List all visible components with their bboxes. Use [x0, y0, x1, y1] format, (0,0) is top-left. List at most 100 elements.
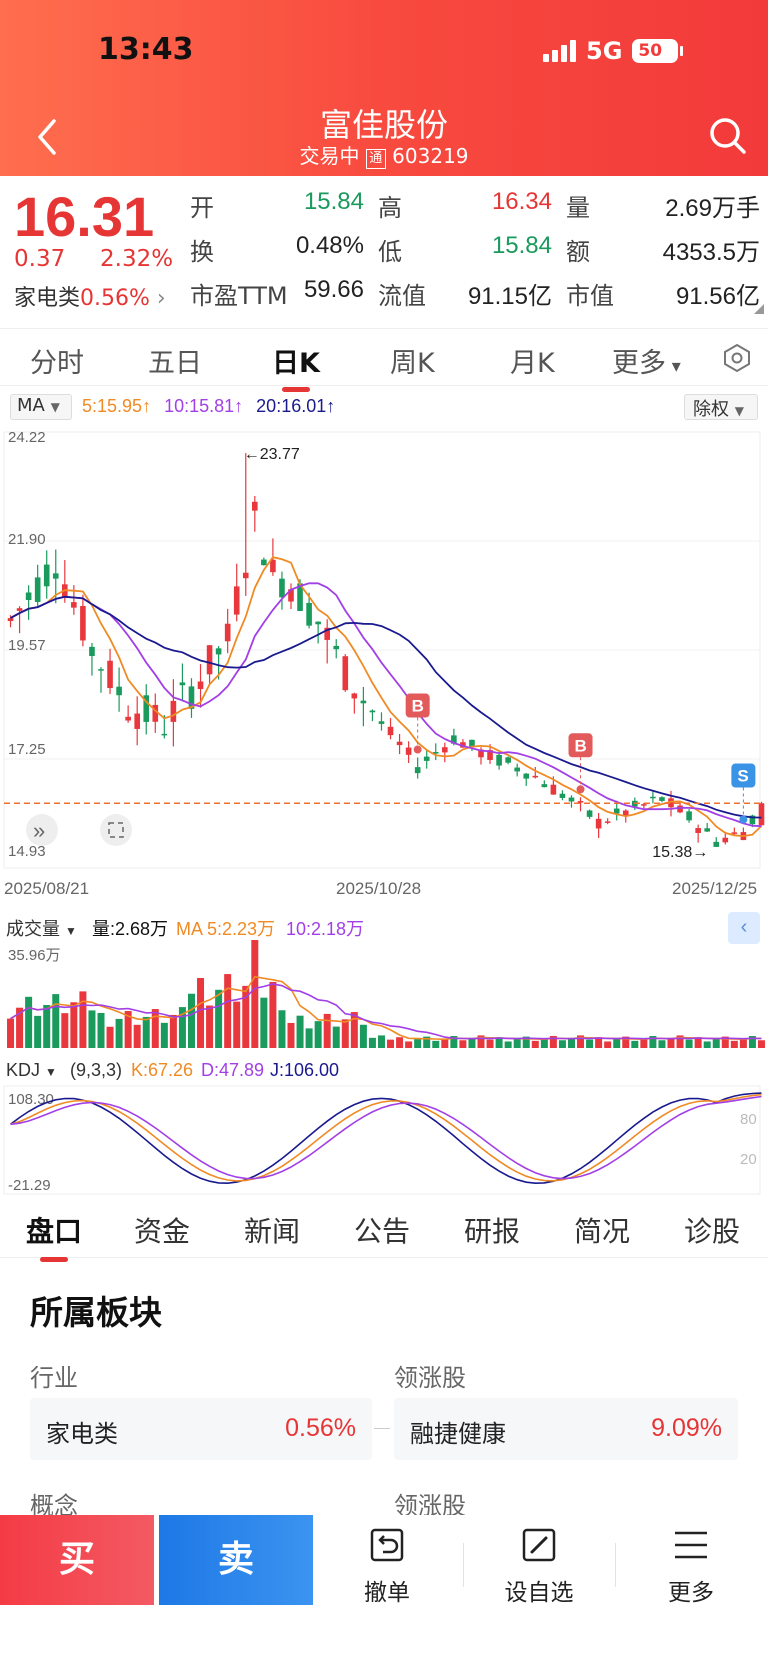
volume-bar — [97, 1013, 105, 1048]
candle-body — [315, 621, 321, 625]
candle — [432, 743, 439, 761]
candle-body — [650, 796, 656, 799]
signal-text: B — [575, 736, 587, 755]
candle-body — [514, 767, 520, 772]
back-icon[interactable] — [34, 117, 60, 157]
more-button[interactable]: 更多 — [636, 1521, 746, 1606]
candle — [740, 827, 747, 841]
candle-body — [125, 716, 131, 721]
candle — [378, 712, 385, 731]
kdj-d-line — [10, 1095, 762, 1180]
candle — [650, 791, 656, 804]
collapse-panel-button[interactable]: ‹ — [728, 912, 760, 944]
tab-period-4[interactable]: 月K — [510, 348, 555, 379]
kdj-j-line — [10, 1092, 762, 1185]
tab-period-5[interactable]: 更多 ▾ — [612, 348, 681, 379]
settings-icon[interactable] — [722, 343, 752, 377]
battery-icon: 50 — [632, 39, 684, 63]
candle — [758, 801, 765, 826]
sector-link[interactable]: 家电类0.56% › — [14, 280, 166, 312]
volume-bar — [757, 1040, 765, 1048]
tab-info-5[interactable]: 简况 — [574, 1215, 631, 1248]
tab-info-6[interactable]: 诊股 — [684, 1215, 741, 1248]
candle-body — [568, 797, 575, 802]
tab-info-2[interactable]: 新闻 — [244, 1215, 301, 1248]
candle-body — [523, 773, 530, 779]
candle-body — [215, 648, 222, 655]
app-header: 13:43 5G 50 富佳股份 交易中 通 603219 — [0, 0, 768, 176]
volume-bar — [522, 1036, 530, 1048]
ma-select[interactable]: MA ▼ — [10, 394, 72, 420]
tab-period-3[interactable]: 周K — [390, 348, 435, 379]
volume-bar — [160, 1022, 168, 1048]
sell-button[interactable]: 卖 — [159, 1515, 313, 1605]
volume-bar — [142, 1016, 150, 1048]
quote-value: 2.69万手 — [665, 195, 760, 222]
tab-period-1[interactable]: 五日 — [148, 348, 202, 379]
volume-bar — [296, 1015, 304, 1048]
volume-bar — [215, 989, 223, 1048]
icon-glyph: » — [33, 818, 45, 843]
edit-icon — [522, 1528, 556, 1562]
candle — [695, 824, 701, 843]
signal-s-marker: S — [731, 763, 756, 824]
tab-period-0[interactable]: 分时 — [30, 348, 84, 379]
candle — [641, 802, 647, 809]
candle-body — [622, 810, 629, 816]
candle — [731, 827, 738, 835]
signal-b-marker: B — [568, 733, 593, 794]
kdj-select[interactable]: KDJ ▼ — [6, 1060, 57, 1080]
volume-bar — [115, 1018, 123, 1048]
signal-dot — [739, 815, 748, 824]
volume-ma10-line — [10, 983, 762, 1040]
stock-subtitle: 交易中 通 603219 — [0, 140, 768, 169]
volume-bar — [667, 1037, 675, 1048]
expand-corner-icon[interactable] — [754, 304, 764, 314]
candle-body — [360, 700, 367, 704]
tab-info-4[interactable]: 研报 — [464, 1215, 521, 1248]
leader-cell[interactable]: 融捷健康 9.09% — [394, 1398, 738, 1460]
volume-bar — [106, 1026, 114, 1048]
candle-body — [595, 818, 602, 829]
tab-info-1[interactable]: 资金 — [134, 1215, 191, 1248]
leader-name: 融捷健康 — [410, 1420, 506, 1448]
volume-bar — [459, 1040, 467, 1048]
trading-status: 交易中 — [299, 144, 360, 168]
candle — [89, 642, 95, 676]
candle-body — [749, 815, 756, 825]
candle — [25, 585, 32, 620]
tab-period-2[interactable]: 日K — [272, 341, 320, 392]
candle — [514, 763, 520, 777]
candle-body — [387, 726, 394, 736]
date-axis: 2025/08/21 2025/10/28 2025/12/25 — [4, 879, 757, 898]
add-watchlist-button[interactable]: 设自选 — [484, 1521, 594, 1606]
buy-button[interactable]: 买 — [0, 1515, 154, 1605]
volume-select[interactable]: 成交量 ▼ — [6, 919, 77, 939]
volume-bar — [323, 1013, 331, 1048]
candle-body — [432, 752, 439, 754]
kdj-frame — [3, 1085, 761, 1195]
candle — [686, 808, 692, 823]
search-icon[interactable] — [708, 116, 748, 156]
kline-chart[interactable]: 24.22 21.90 19.57 17.25 14.93 ←23.77 15.38→ B B S… — [0, 428, 768, 872]
low-marker: 15.38→ — [652, 844, 708, 861]
cancel-order-button[interactable]: 撤单 — [332, 1521, 442, 1606]
price-change-pct: 2.32% — [100, 246, 174, 272]
undo-icon — [370, 1528, 404, 1562]
industry-pct: 0.56% — [285, 1414, 356, 1442]
price-axis-label: 17.25 — [8, 741, 46, 758]
volume-bar — [712, 1039, 720, 1048]
kdj-header: KDJ ▼ (9,3,3) K:67.26 D:47.89 J:106.00 — [0, 1058, 768, 1084]
kdj-chart[interactable]: 108.30 -21.29 80 20 — [0, 1084, 768, 1196]
candle-body — [659, 797, 665, 801]
volume-bar — [251, 940, 259, 1048]
tab-info-3[interactable]: 公告 — [354, 1215, 411, 1248]
candle — [523, 773, 530, 786]
tab-info-0[interactable]: 盘口 — [26, 1210, 82, 1262]
candle-body — [224, 623, 231, 642]
industry-cell[interactable]: 家电类 0.56% — [30, 1398, 372, 1460]
volume-bar — [504, 1041, 512, 1048]
adjust-select[interactable]: 除权 ▼ — [684, 394, 758, 420]
volume-chart[interactable]: 35.96万 — [0, 940, 768, 1052]
volume-bar — [169, 1014, 177, 1048]
